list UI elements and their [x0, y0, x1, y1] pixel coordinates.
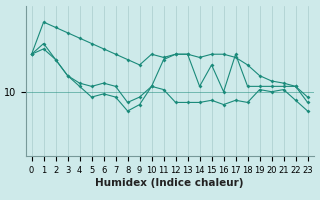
X-axis label: Humidex (Indice chaleur): Humidex (Indice chaleur): [95, 178, 244, 188]
